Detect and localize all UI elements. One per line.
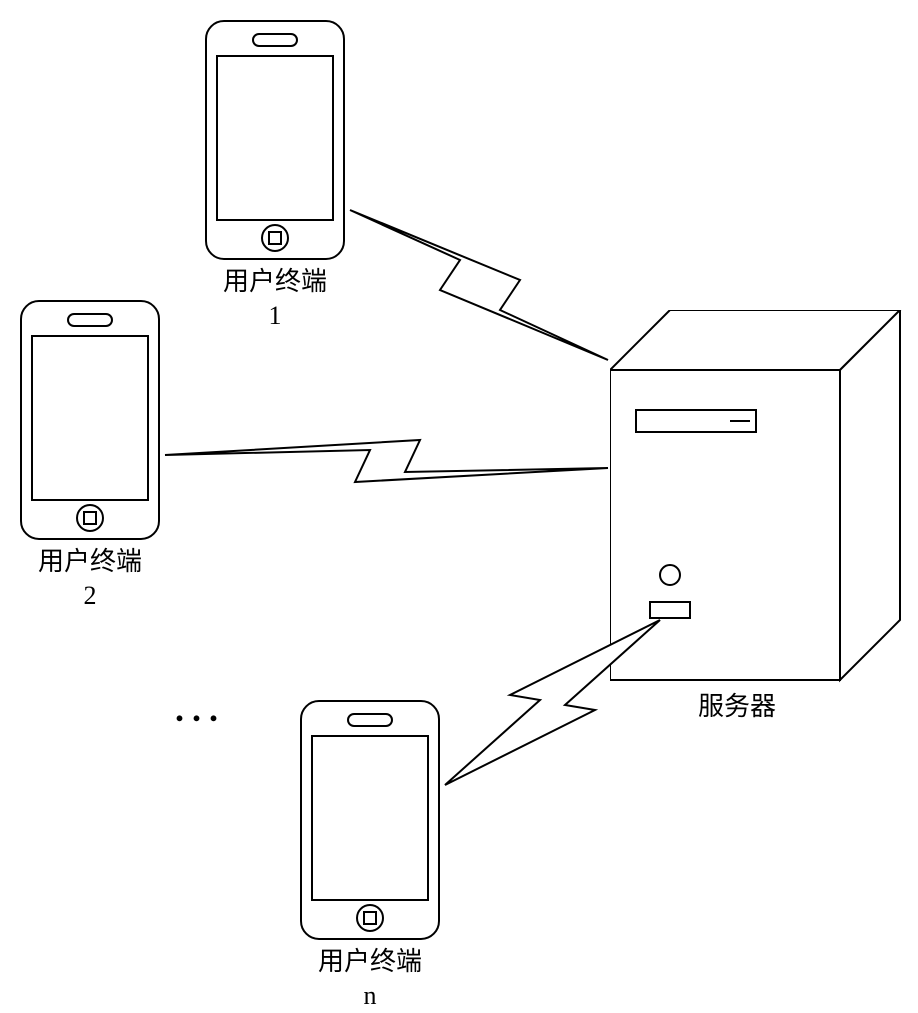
- server: [610, 310, 910, 690]
- server-icon: [610, 310, 910, 690]
- ellipsis-icon: ...: [175, 688, 226, 730]
- connection-bolt-2: [165, 440, 608, 482]
- diagram-container: { "canvas": { "width": 918, "height": 10…: [0, 0, 918, 1000]
- phone-icon: [205, 20, 345, 260]
- user-terminal-1: [205, 20, 345, 260]
- phone-icon: [20, 300, 160, 540]
- server-label: 服务器: [698, 690, 776, 724]
- terminal-1-label: 用户终端 1: [215, 265, 335, 333]
- terminal-2-label: 用户终端 2: [30, 545, 150, 613]
- user-terminal-2: [20, 300, 160, 540]
- terminal-n-label: 用户终端 n: [310, 945, 430, 1013]
- connection-bolt-1: [350, 210, 608, 360]
- user-terminal-n: [300, 700, 440, 940]
- phone-icon: [300, 700, 440, 940]
